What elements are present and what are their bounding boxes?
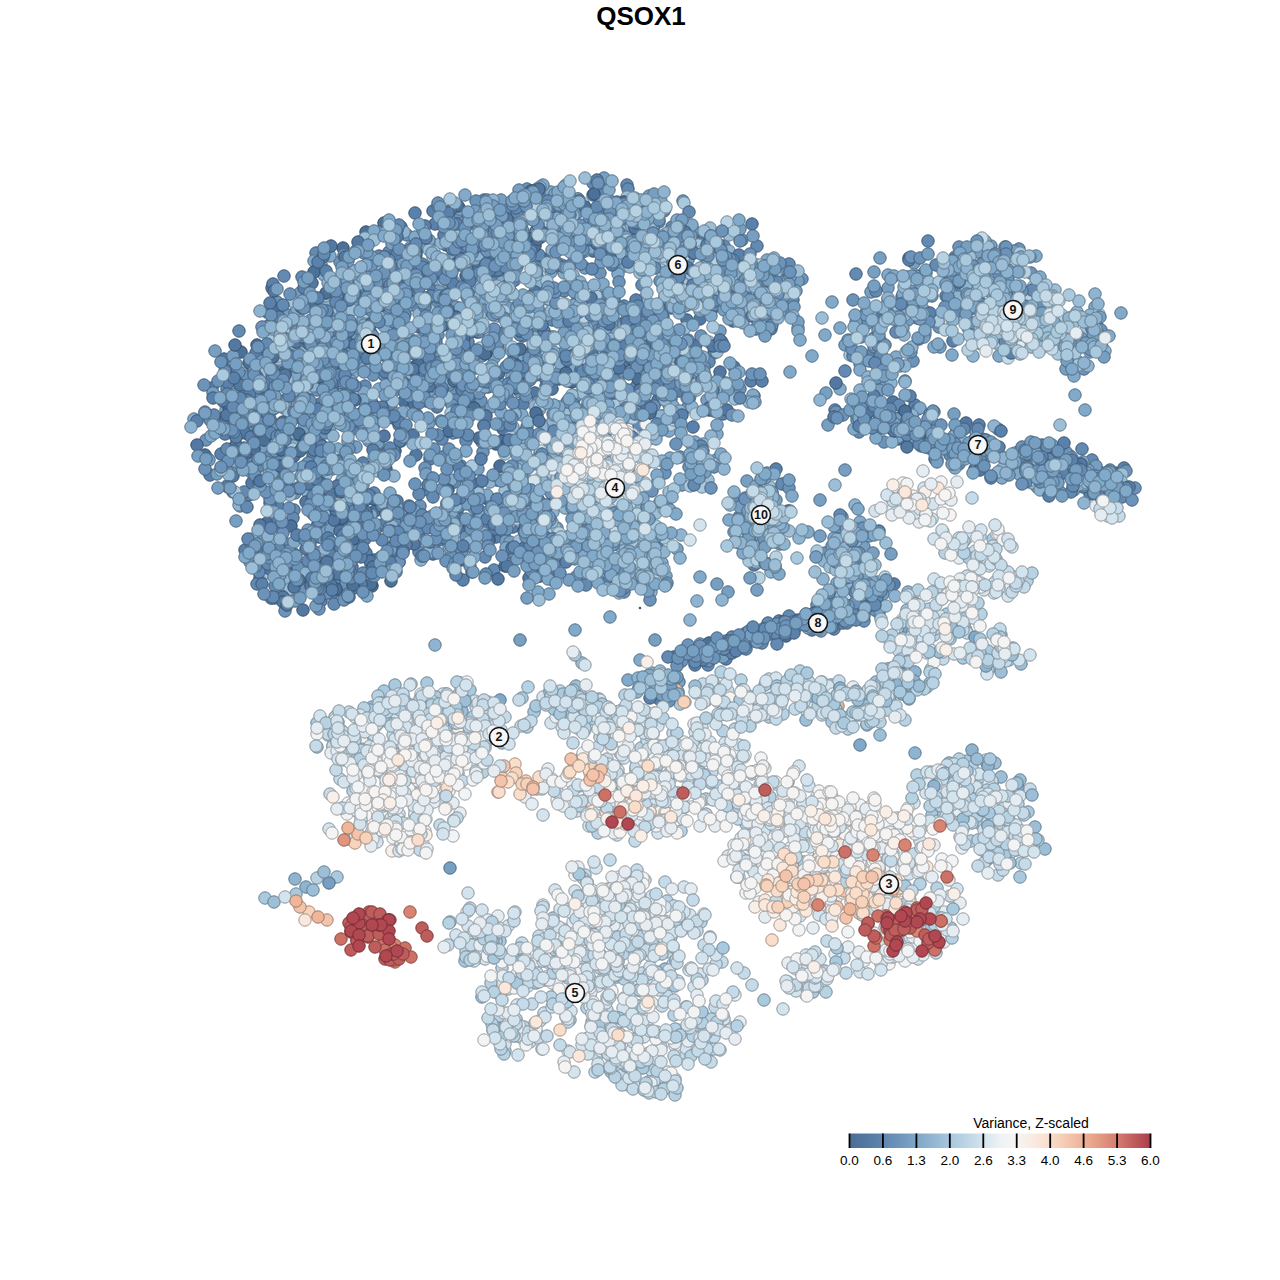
svg-text:5.3: 5.3 (1108, 1153, 1127, 1168)
svg-text:3.3: 3.3 (1007, 1153, 1026, 1168)
svg-text:2.0: 2.0 (940, 1153, 959, 1168)
svg-text:0.0: 0.0 (840, 1153, 859, 1168)
svg-text:4.0: 4.0 (1041, 1153, 1060, 1168)
svg-text:4.6: 4.6 (1074, 1153, 1093, 1168)
svg-text:Variance, Z-scaled: Variance, Z-scaled (973, 1115, 1089, 1131)
svg-text:8: 8 (815, 616, 822, 630)
svg-text:QSOX1: QSOX1 (596, 1, 686, 31)
svg-text:6.0: 6.0 (1141, 1153, 1160, 1168)
svg-text:6: 6 (675, 258, 682, 272)
svg-text:2.6: 2.6 (974, 1153, 993, 1168)
svg-text:9: 9 (1010, 303, 1017, 317)
svg-text:7: 7 (975, 438, 982, 452)
svg-text:10: 10 (754, 508, 768, 522)
svg-text:5: 5 (572, 986, 579, 1000)
svg-text:4: 4 (612, 481, 619, 495)
svg-text:0.6: 0.6 (874, 1153, 893, 1168)
svg-text:1.3: 1.3 (907, 1153, 926, 1168)
svg-text:2: 2 (496, 730, 503, 744)
svg-text:1: 1 (368, 337, 375, 351)
svg-text:3: 3 (886, 877, 893, 891)
